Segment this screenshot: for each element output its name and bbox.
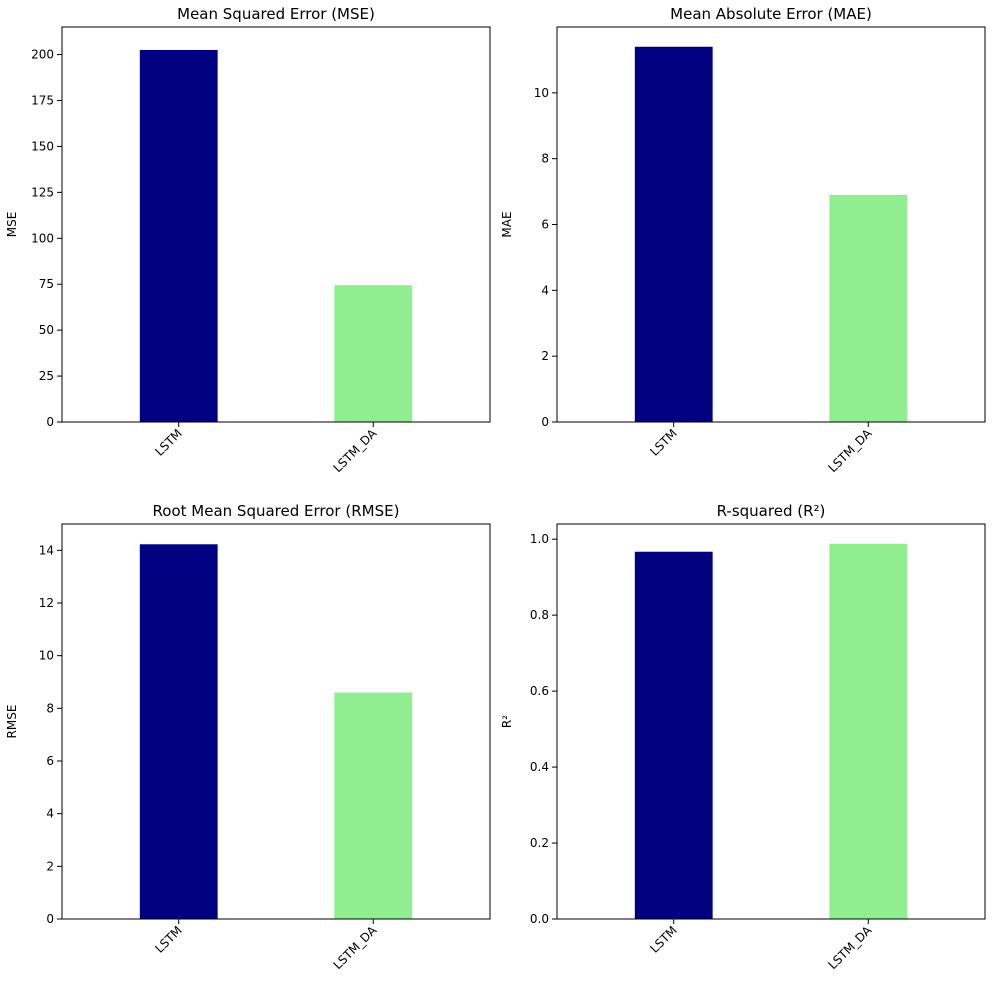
bar-mae-lstm-da	[829, 194, 908, 422]
bar-rmse-lstm-da	[334, 692, 413, 919]
x-tick-label-rmse: LSTM	[152, 923, 185, 956]
y-tick-label-mse: 175	[31, 93, 54, 107]
y-tick-label-rmse: 2	[46, 859, 54, 873]
y-axis-label-rmse: RMSE	[5, 705, 19, 739]
y-tick-label-mse: 100	[31, 231, 54, 245]
y-tick-label-mse: 125	[31, 185, 54, 199]
y-tick-label-rmse: 0	[46, 912, 54, 926]
chart-panel-rmse: 0 2 4 6 8 10 12 14 LSTM LSTM_DA Root Mean Squared …	[5, 502, 491, 973]
y-tick-label-r2: 0.6	[530, 684, 549, 698]
y-tick-label-rmse: 8	[46, 701, 54, 715]
y-tick-label-r2: 0.2	[530, 836, 549, 850]
chart-title-mae: Mean Absolute Error (MAE)	[670, 5, 872, 23]
y-tick-label-mse: 50	[39, 323, 54, 337]
y-tick-label-mae: 0	[541, 415, 549, 429]
axes-frame-rmse	[61, 523, 491, 920]
axes-frame-mse	[61, 26, 491, 423]
x-tick-label-r2: LSTM	[647, 923, 680, 956]
y-axis-label-r2: R²	[500, 715, 514, 728]
bar-r2-lstm-da	[829, 543, 908, 919]
y-tick-label-mse: 25	[39, 369, 54, 383]
y-tick-label-r2: 0.0	[530, 912, 549, 926]
y-tick-label-r2: 0.8	[530, 608, 549, 622]
x-tick-label-r2: LSTM_DA	[825, 923, 875, 973]
bar-mae-lstm	[634, 46, 713, 422]
x-tick-label-mae: LSTM	[647, 426, 680, 459]
axes-frame-r2	[556, 523, 986, 920]
bar-mse-lstm	[139, 49, 218, 422]
y-axis-label-mse: MSE	[5, 212, 19, 238]
x-tick-label-mae: LSTM_DA	[825, 426, 875, 476]
y-tick-label-mae: 8	[541, 152, 549, 166]
chart-panel-mae: 0 2 4 6 8 10 LSTM LSTM_DA Mean Absolute Error (M…	[500, 5, 986, 476]
y-tick-label-mae: 6	[541, 218, 549, 232]
y-tick-label-r2: 1.0	[530, 532, 549, 546]
y-tick-label-mse: 200	[31, 48, 54, 62]
axes-frame-mae	[556, 26, 986, 423]
y-axis-label-mae: MAE	[500, 211, 514, 237]
y-tick-label-mae: 10	[534, 86, 549, 100]
y-tick-label-rmse: 10	[39, 649, 54, 663]
y-tick-label-mse: 0	[46, 415, 54, 429]
bar-mse-lstm-da	[334, 285, 413, 422]
x-tick-label-mse: LSTM	[152, 426, 185, 459]
chart-title-rmse: Root Mean Squared Error (RMSE)	[153, 502, 400, 520]
y-tick-label-r2: 0.4	[530, 760, 549, 774]
y-tick-label-rmse: 4	[46, 807, 54, 821]
bar-r2-lstm	[634, 551, 713, 919]
y-tick-label-mse: 150	[31, 139, 54, 153]
y-tick-label-mse: 75	[39, 277, 54, 291]
bar-rmse-lstm	[139, 544, 218, 919]
chart-panel-mse: 0 25 50 75 100 125 150 175 200 LSTM LSTM_DA Mean Sq…	[5, 5, 491, 476]
chart-panel-r2: 0.0 0.2 0.4 0.6 0.8 1.0 LSTM LSTM_DA R-squared (…	[500, 502, 986, 973]
y-tick-label-mae: 4	[541, 283, 549, 297]
chart-title-r2: R-squared (R²)	[717, 502, 826, 520]
x-tick-label-mse: LSTM_DA	[330, 426, 380, 476]
y-tick-label-rmse: 12	[39, 596, 54, 610]
y-tick-label-rmse: 6	[46, 754, 54, 768]
y-tick-label-mae: 2	[541, 349, 549, 363]
chart-title-mse: Mean Squared Error (MSE)	[177, 5, 375, 23]
x-tick-label-rmse: LSTM_DA	[330, 923, 380, 973]
y-tick-label-rmse: 14	[39, 543, 54, 557]
